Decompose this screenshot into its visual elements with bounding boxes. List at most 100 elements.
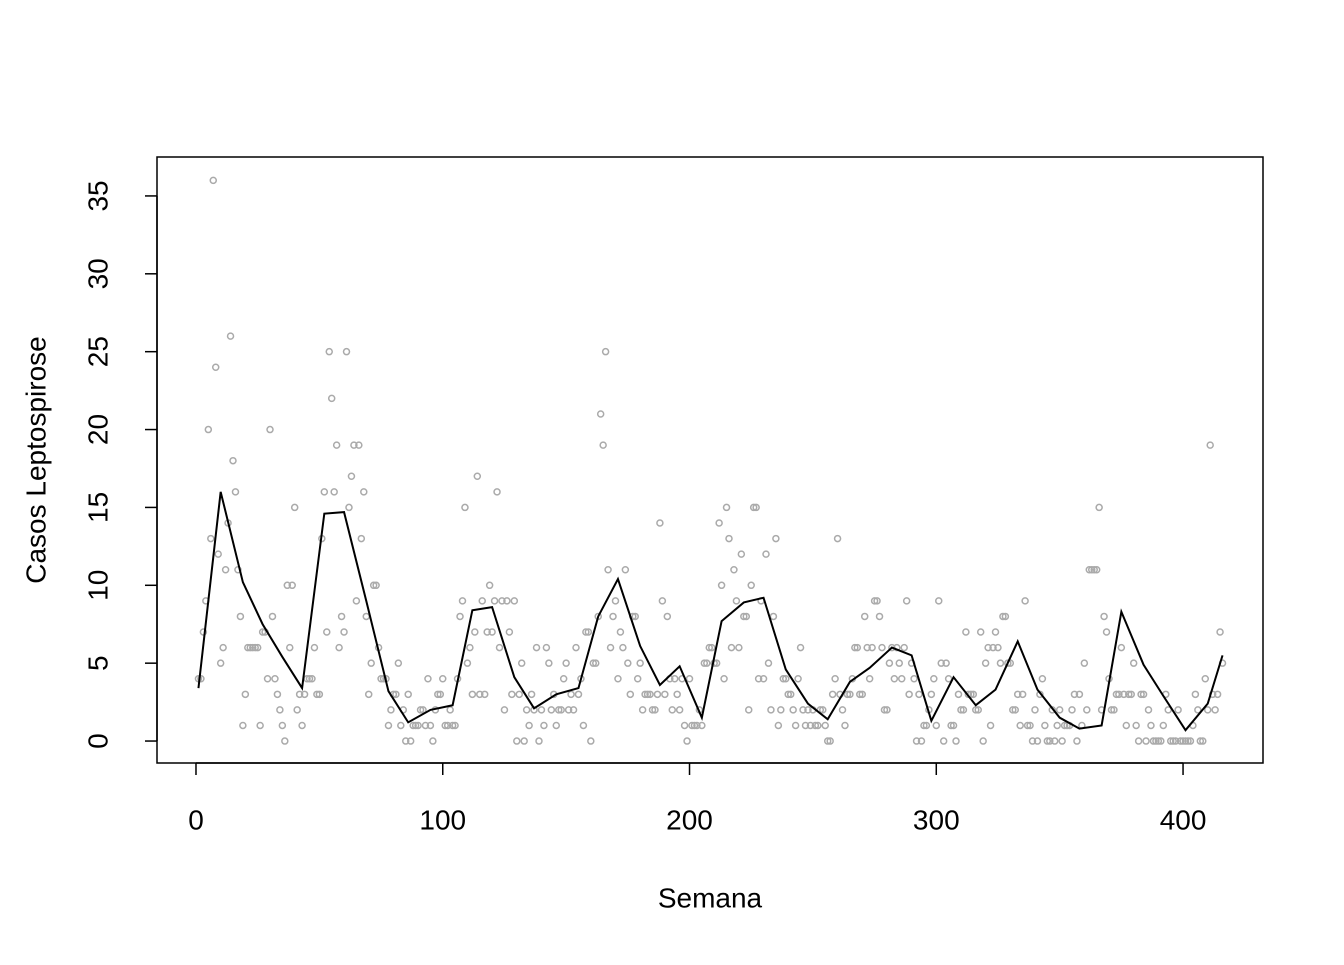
- data-point: [219, 643, 227, 652]
- data-point: [730, 565, 738, 574]
- data-point: [1186, 737, 1195, 745]
- x-tick-label: 200: [666, 804, 713, 835]
- data-point: [831, 674, 839, 683]
- data-point: [759, 674, 768, 683]
- y-tick-label: 35: [82, 180, 113, 211]
- data-point: [345, 503, 353, 512]
- data-point: [421, 721, 430, 730]
- data-point: [1110, 706, 1118, 714]
- data-point: [515, 690, 524, 699]
- data-point: [1016, 721, 1024, 730]
- data-point: [406, 737, 415, 745]
- data-point: [698, 721, 706, 730]
- data-point: [1137, 690, 1145, 699]
- data-point: [1070, 690, 1079, 699]
- data-point: [631, 612, 639, 621]
- data-point: [949, 721, 958, 730]
- data-point: [360, 488, 368, 496]
- data-point: [707, 643, 716, 652]
- data-point: [1075, 690, 1084, 699]
- data-point: [661, 690, 669, 699]
- data-point: [545, 659, 553, 667]
- data-point: [1181, 737, 1190, 745]
- data-point: [557, 706, 565, 714]
- plot-box: [156, 156, 1264, 764]
- data-point: [397, 721, 405, 730]
- data-point: [488, 628, 496, 636]
- data-point: [935, 597, 943, 605]
- data-point: [241, 690, 250, 699]
- data-point: [209, 176, 218, 185]
- data-point: [609, 612, 617, 621]
- data-point: [1080, 659, 1089, 667]
- data-point: [883, 706, 891, 714]
- data-point: [204, 425, 213, 434]
- data-point: [614, 674, 622, 683]
- data-point: [542, 643, 551, 652]
- data-point: [503, 597, 511, 605]
- data-point: [290, 503, 299, 512]
- data-point: [271, 674, 279, 683]
- data-point: [426, 721, 435, 730]
- data-point: [747, 581, 755, 590]
- data-point: [905, 690, 913, 699]
- data-point: [880, 706, 889, 714]
- data-point: [744, 706, 753, 714]
- data-point: [1169, 737, 1177, 745]
- data-point: [461, 503, 469, 512]
- data-point: [784, 690, 792, 699]
- data-point: [841, 721, 849, 730]
- data-point: [525, 721, 533, 730]
- data-point: [337, 612, 346, 621]
- data-point: [668, 706, 676, 714]
- data-point: [463, 659, 472, 667]
- data-point: [774, 721, 783, 730]
- data-point: [673, 690, 681, 699]
- data-point: [794, 674, 802, 683]
- data-point: [621, 565, 630, 574]
- data-point: [705, 643, 714, 652]
- data-point: [480, 690, 489, 699]
- data-point: [572, 643, 580, 652]
- data-point: [532, 643, 541, 652]
- data-point: [505, 628, 514, 636]
- data-point: [342, 347, 351, 356]
- data-point: [819, 706, 827, 714]
- data-point: [939, 737, 948, 745]
- data-point: [1083, 706, 1091, 714]
- data-point: [1154, 737, 1163, 745]
- data-point: [253, 643, 262, 652]
- data-point: [851, 643, 859, 652]
- data-point: [520, 737, 528, 745]
- data-point: [231, 488, 240, 496]
- y-tick-label: 30: [82, 258, 113, 289]
- data-point: [740, 612, 748, 621]
- data-point: [725, 534, 733, 543]
- data-point: [468, 690, 477, 699]
- data-point: [779, 674, 788, 683]
- data-point: [1122, 721, 1131, 730]
- data-point: [619, 643, 627, 652]
- data-point: [791, 721, 800, 730]
- data-point: [266, 425, 274, 434]
- data-point: [616, 628, 625, 636]
- data-point: [856, 690, 864, 699]
- data-point: [236, 612, 245, 621]
- data-point: [641, 690, 649, 699]
- data-point: [611, 597, 620, 605]
- data-point: [1115, 690, 1123, 699]
- y-tick-label: 10: [82, 570, 113, 601]
- data-point: [256, 721, 264, 730]
- data-point: [335, 643, 343, 652]
- data-point: [1046, 737, 1054, 745]
- data-point: [1194, 706, 1202, 714]
- data-point: [1004, 659, 1012, 667]
- data-point: [915, 690, 923, 699]
- data-point: [424, 674, 432, 683]
- data-point: [1058, 737, 1066, 745]
- data-point: [722, 503, 731, 512]
- data-point: [439, 674, 447, 683]
- data-point: [700, 659, 709, 667]
